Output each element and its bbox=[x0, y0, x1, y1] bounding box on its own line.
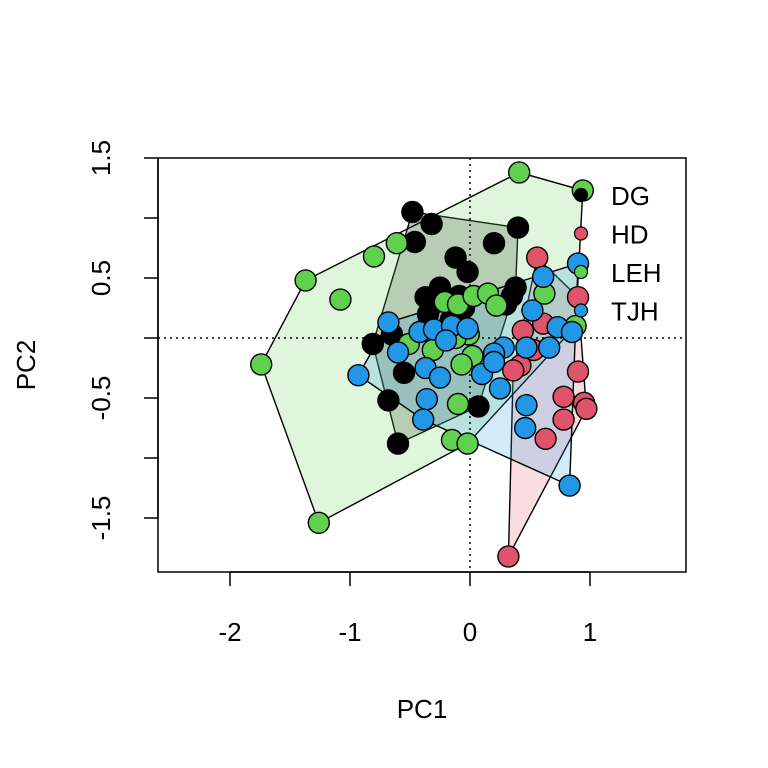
point-leh-18 bbox=[450, 353, 473, 376]
point-dg-16 bbox=[361, 332, 384, 356]
point-hd-11 bbox=[497, 545, 520, 568]
point-leh-2 bbox=[385, 231, 408, 255]
y-tick-label: -0.5 bbox=[86, 376, 116, 421]
legend-label-leh: LEH bbox=[611, 258, 662, 288]
point-tjh-0 bbox=[532, 265, 555, 288]
point-tjh-10 bbox=[434, 329, 458, 352]
legend-marker-leh bbox=[573, 264, 589, 280]
point-tjh-22 bbox=[514, 416, 537, 440]
y-axis-label: PC2 bbox=[11, 340, 41, 391]
y-tick-label: 0.5 bbox=[86, 260, 116, 296]
legend-marker-tjh bbox=[573, 303, 589, 318]
legend-marker-hd bbox=[573, 226, 589, 241]
point-dg-4 bbox=[482, 231, 506, 255]
point-hd-9 bbox=[552, 408, 575, 431]
point-leh-19 bbox=[250, 353, 273, 376]
legend-label-dg: DG bbox=[611, 181, 650, 211]
data-points bbox=[250, 161, 598, 568]
point-dg-7 bbox=[456, 260, 479, 284]
x-tick-label: -1 bbox=[338, 617, 361, 647]
point-dg-17 bbox=[392, 361, 416, 384]
point-dg-3 bbox=[444, 246, 467, 269]
legend: DG HD LEH TJH bbox=[573, 181, 662, 327]
point-tjh-26 bbox=[482, 350, 506, 374]
point-hd-4 bbox=[502, 359, 525, 382]
x-axis-label: PC1 bbox=[397, 694, 448, 724]
x-tick-label: 0 bbox=[463, 617, 477, 647]
point-tjh-5 bbox=[377, 311, 400, 334]
point-dg-19 bbox=[386, 432, 410, 455]
x-axis: -2 -1 0 1 bbox=[218, 571, 597, 647]
point-hd-8 bbox=[575, 397, 598, 420]
point-leh-4 bbox=[294, 269, 317, 292]
point-leh-20 bbox=[446, 392, 470, 416]
point-tjh-9 bbox=[456, 317, 479, 340]
point-tjh-13 bbox=[538, 336, 561, 359]
point-tjh-23 bbox=[412, 408, 435, 431]
legend-label-hd: HD bbox=[611, 220, 649, 250]
point-tjh-25 bbox=[386, 341, 410, 364]
point-dg-18 bbox=[377, 389, 400, 412]
point-dg-5 bbox=[506, 216, 530, 239]
point-hd-5 bbox=[566, 360, 590, 383]
point-leh-23 bbox=[307, 511, 330, 534]
point-tjh-2 bbox=[521, 299, 544, 322]
point-tjh-24 bbox=[558, 474, 581, 497]
point-dg-1 bbox=[420, 212, 443, 236]
y-axis: -1.5 -0.5 0.5 1.5 bbox=[86, 140, 159, 541]
y-tick-label: -1.5 bbox=[86, 496, 116, 541]
point-hd-0 bbox=[526, 246, 549, 269]
point-tjh-20 bbox=[488, 377, 512, 400]
point-tjh-17 bbox=[428, 366, 452, 389]
point-dg-0 bbox=[401, 200, 424, 224]
x-tick-label: -2 bbox=[218, 617, 241, 647]
point-tjh-19 bbox=[415, 388, 438, 411]
point-leh-10 bbox=[485, 294, 508, 317]
y-tick-label: 1.5 bbox=[86, 140, 116, 176]
point-tjh-21 bbox=[515, 394, 538, 417]
point-tjh-15 bbox=[347, 364, 370, 387]
point-tjh-4 bbox=[560, 320, 584, 344]
point-leh-22 bbox=[456, 432, 479, 455]
x-tick-label: 1 bbox=[583, 617, 597, 647]
point-hd-10 bbox=[534, 427, 557, 450]
point-hd-6 bbox=[552, 385, 575, 408]
point-leh-5 bbox=[329, 288, 352, 311]
point-leh-3 bbox=[362, 245, 386, 268]
point-leh-0 bbox=[508, 161, 531, 184]
point-tjh-12 bbox=[515, 336, 538, 359]
point-dg-20 bbox=[467, 395, 490, 418]
legend-marker-dg bbox=[573, 187, 589, 203]
legend-label-tjh: TJH bbox=[611, 297, 659, 327]
